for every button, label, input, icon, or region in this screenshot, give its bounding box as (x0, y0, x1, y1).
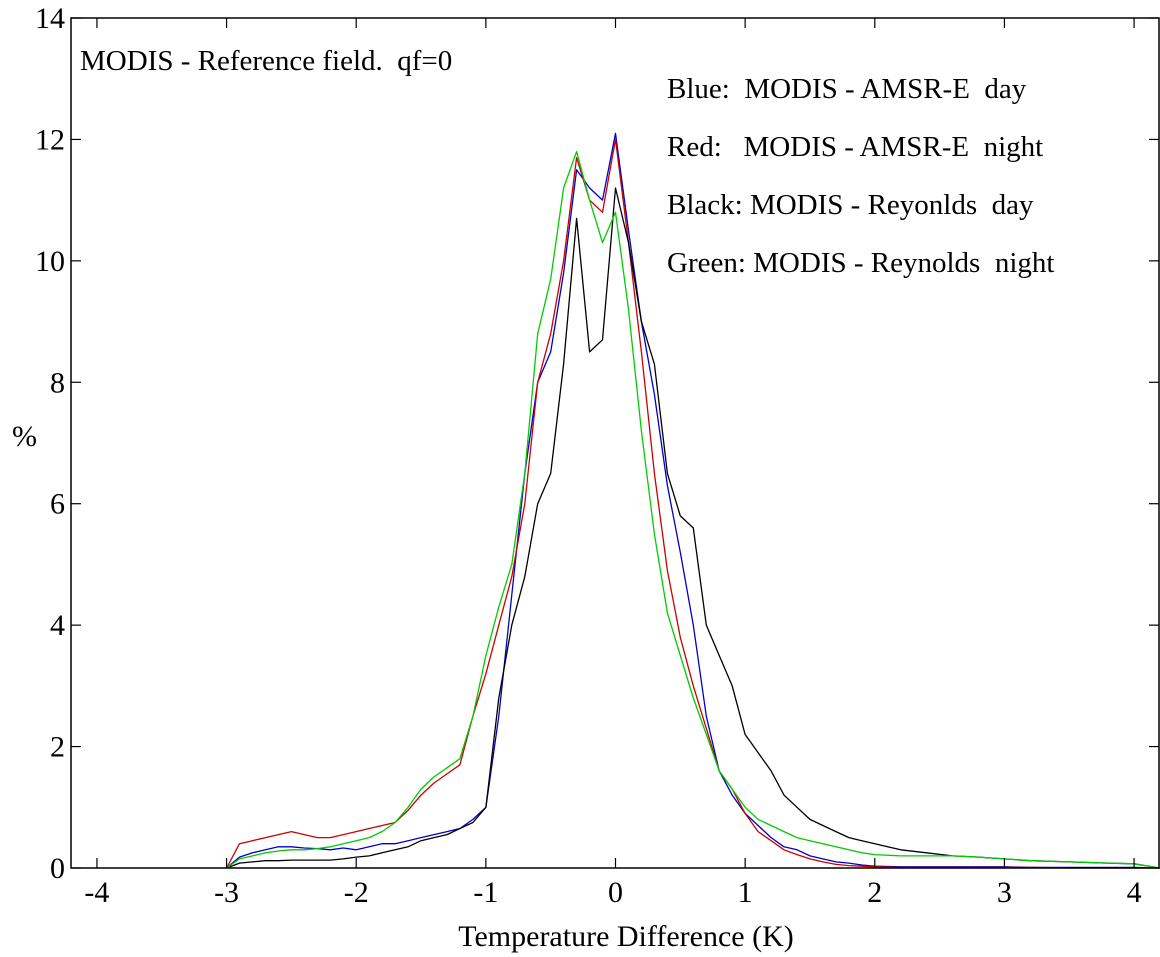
y-tick-label: 8 (50, 366, 65, 399)
legend: Blue: MODIS - AMSR-E day Red: MODIS - AMS… (667, 73, 1054, 279)
y-tick-label: 4 (50, 609, 65, 642)
y-tick-label: 10 (35, 245, 65, 278)
x-axis-label: Temperature Difference (K) (458, 920, 793, 953)
legend-entry-4: Green: MODIS - Reynolds night (667, 247, 1054, 279)
y-tick-label: 14 (35, 2, 65, 35)
x-tick-labels: -4 -3 -2 -1 0 1 2 3 4 (84, 876, 1141, 909)
series-line-4 (226, 150, 1160, 869)
x-tick-label: -2 (344, 876, 369, 909)
x-tick-label: 3 (997, 876, 1012, 909)
ticks-layer (71, 17, 1159, 869)
x-tick-label: -4 (84, 876, 109, 909)
chart-title: MODIS - Reference field. qf=0 (80, 45, 452, 77)
x-tick-label: 0 (608, 876, 623, 909)
y-tick-label: 0 (50, 852, 65, 885)
y-tick-label: 2 (50, 731, 65, 764)
legend-entry-1: Blue: MODIS - AMSR-E day (667, 73, 1027, 105)
y-tick-label: 6 (50, 488, 65, 521)
x-tick-label: -1 (473, 876, 498, 909)
y-axis-label: % (12, 420, 37, 453)
series-line-3 (226, 187, 1160, 869)
legend-entry-2: Red: MODIS - AMSR-E night (667, 131, 1043, 163)
legend-entry-3: Black: MODIS - Reyonlds day (667, 189, 1034, 221)
x-tick-label: 1 (738, 876, 753, 909)
x-tick-label: 2 (867, 876, 882, 909)
x-tick-label: 4 (1127, 876, 1142, 909)
y-tick-labels: 0 2 4 6 8 10 12 14 (35, 2, 65, 885)
x-tick-label: -3 (214, 876, 239, 909)
y-tick-label: 12 (35, 123, 65, 156)
